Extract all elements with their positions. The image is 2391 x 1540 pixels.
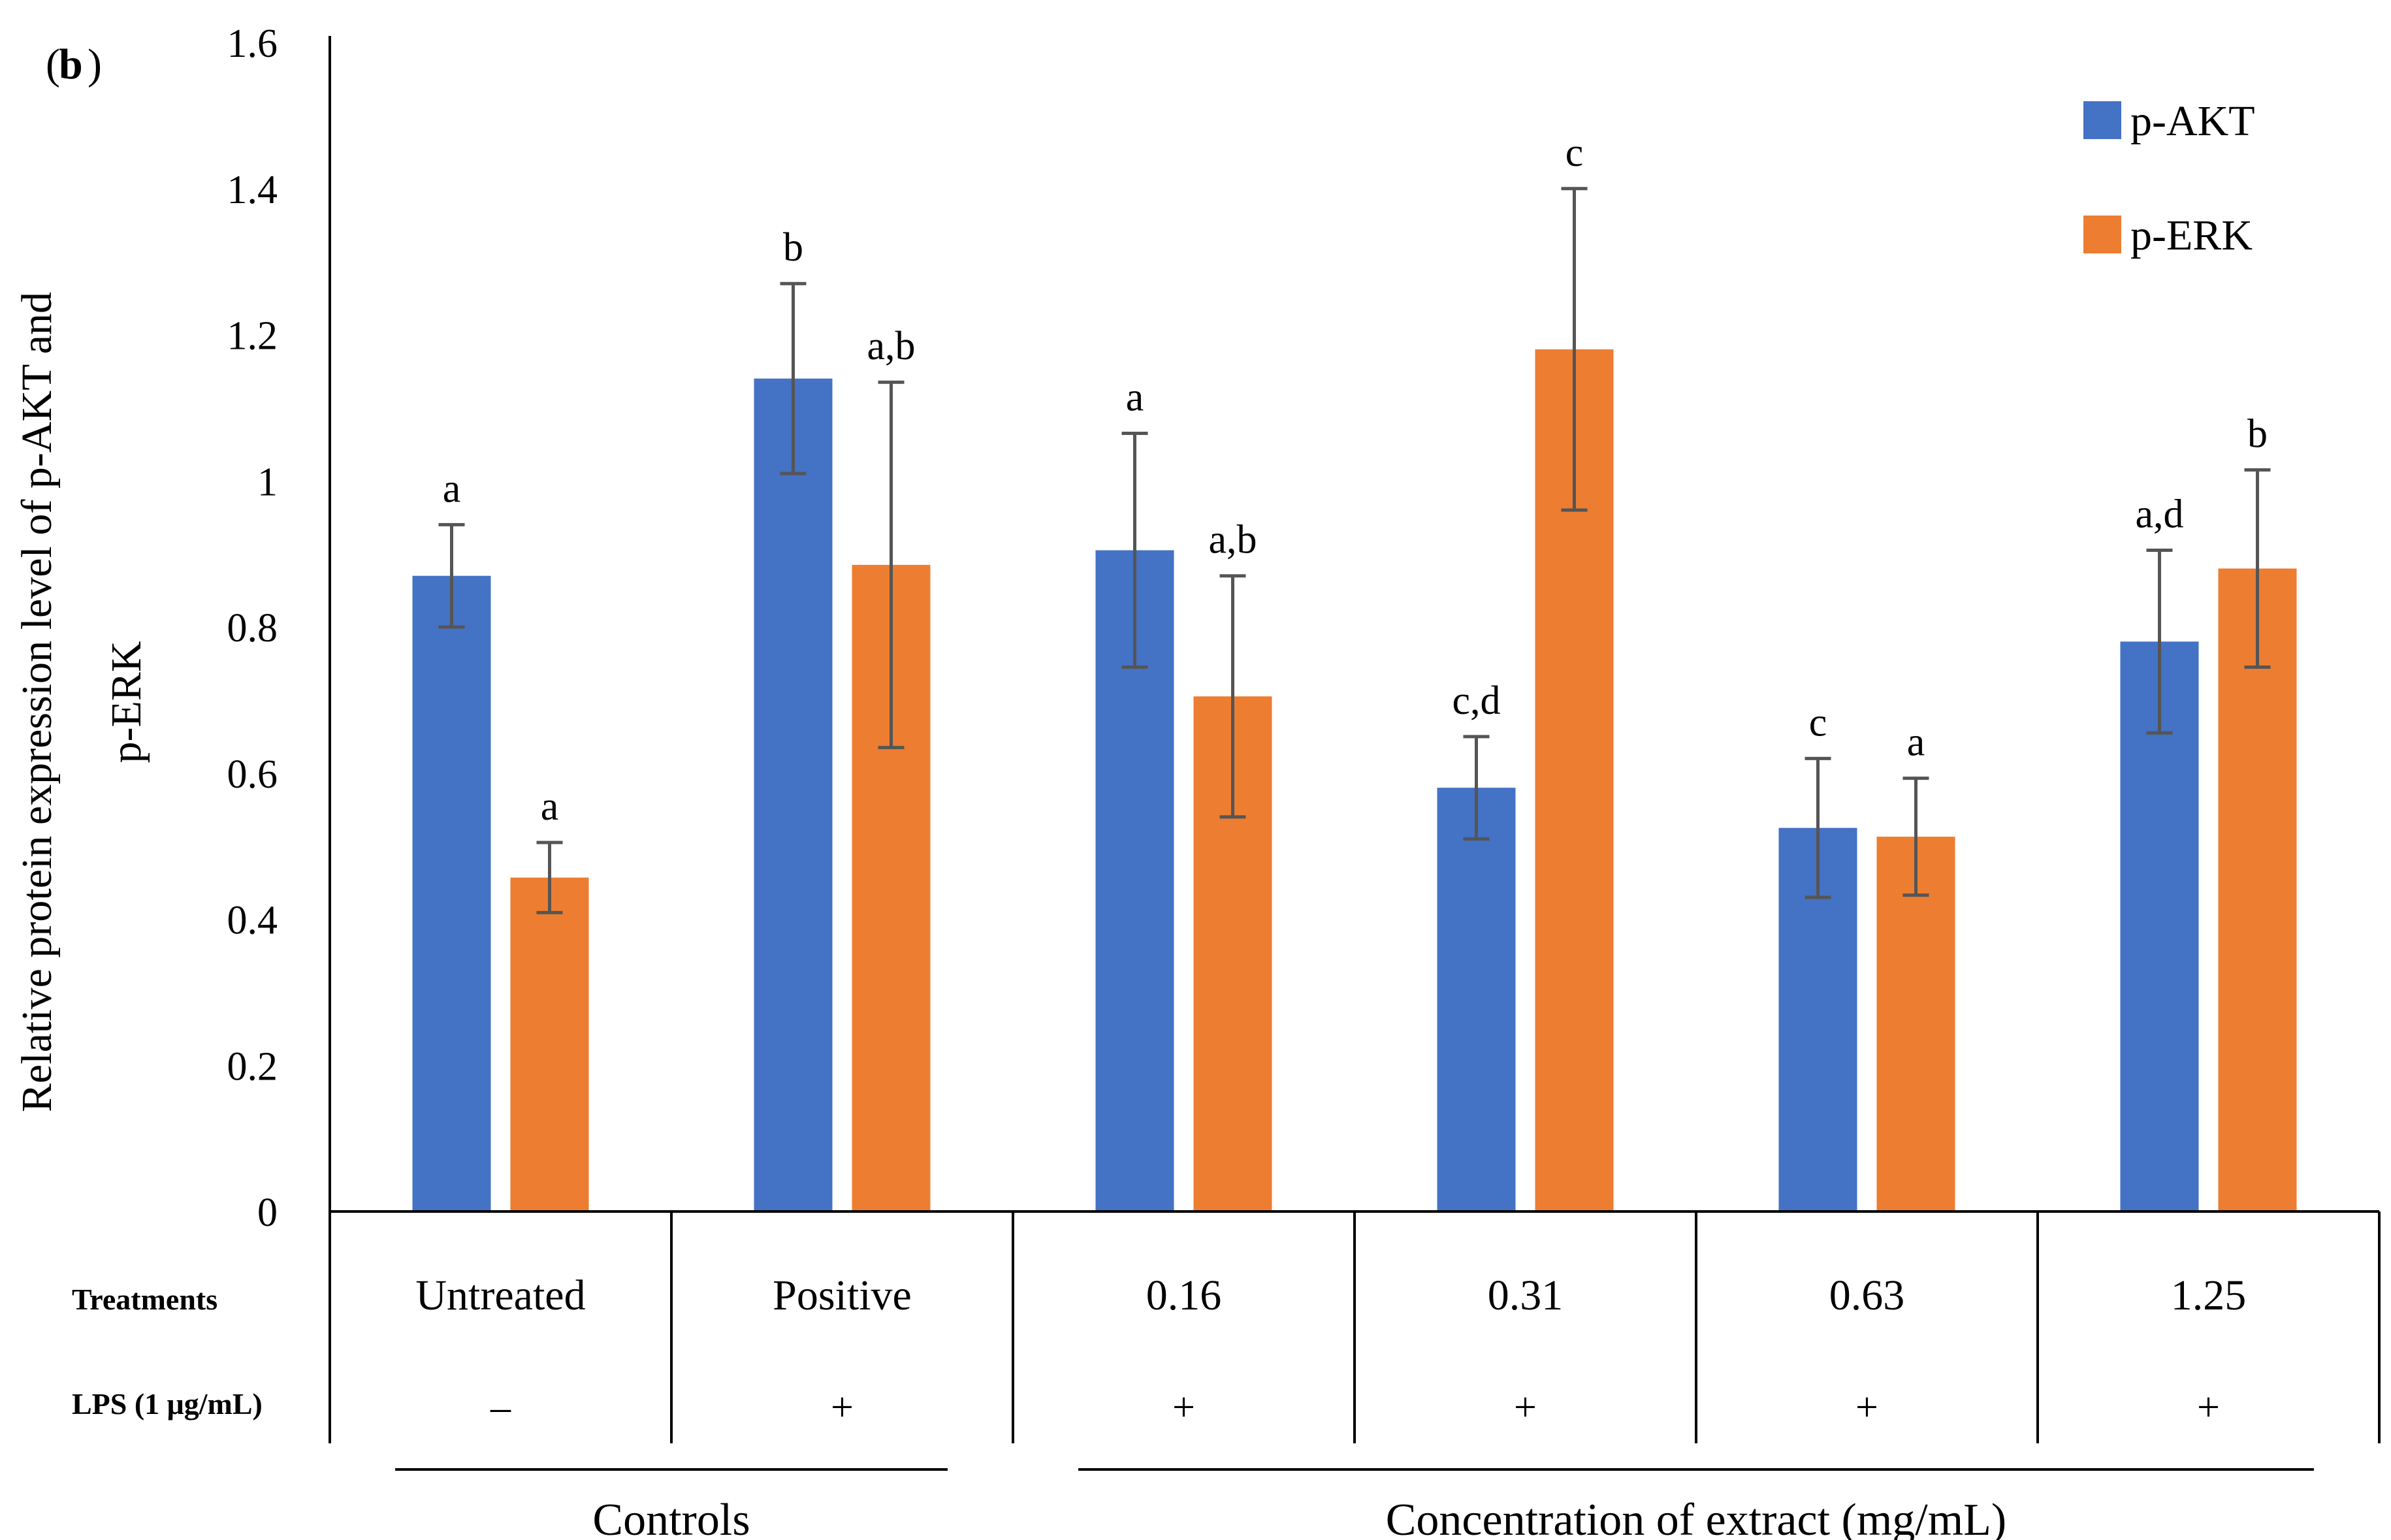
group-brackets: Controls Concentration of extract (mg/mL): [395, 1468, 2314, 1540]
y-tick-label: 1.6: [227, 22, 278, 66]
lps-cell: +: [1514, 1385, 1537, 1430]
significance-label: c: [1809, 700, 1827, 745]
panel-label: b: [59, 40, 83, 88]
y-axis-title: Relative protein expression level of p-A…: [13, 292, 150, 1112]
bar-p-akt-1: [754, 378, 833, 1211]
y-axis-ticks: 0 0.2 0.4 0.6 0.8 1 1.2 1.4 1.6: [227, 22, 331, 1235]
bar-p-akt-3: [1437, 788, 1516, 1211]
x-category-label: 0.63: [1829, 1272, 1905, 1319]
treatment-table: Treatments LPS (1 μg/mL) Untreated – Positiv…: [72, 1210, 2381, 1443]
y-tick-label: 0: [257, 1191, 278, 1235]
y-tick-label: 0.6: [227, 752, 278, 797]
group-label: Controls: [592, 1495, 750, 1540]
bars: [412, 349, 2297, 1211]
group-label: Concentration of extract (mg/mL): [1386, 1495, 2007, 1540]
y-tick-label: 1.4: [227, 168, 278, 212]
x-category-label: Positive: [773, 1272, 912, 1319]
significance-label: a,b: [1208, 518, 1257, 562]
legend-label-p-erk: p-ERK: [2130, 212, 2253, 259]
significance-label: a,b: [867, 324, 915, 368]
lps-cell: +: [1172, 1385, 1195, 1430]
bar-p-akt-5: [2120, 641, 2199, 1211]
significance-labels: a a b a,b a a,b c,d c c a a,d b: [443, 131, 2268, 829]
x-category-label: 1.25: [2171, 1272, 2247, 1319]
lps-cell: +: [1855, 1385, 1878, 1430]
lps-cell: +: [831, 1385, 854, 1430]
panel-label-close: ): [88, 40, 102, 88]
significance-label: b: [783, 225, 803, 270]
significance-label: c,d: [1452, 679, 1500, 723]
panel-label-open: (: [46, 40, 60, 88]
x-category-label: Untreated: [415, 1272, 585, 1319]
y-axis-title-line1: Relative protein expression level of p-A…: [13, 292, 61, 1112]
significance-label: a: [443, 466, 461, 511]
legend-swatch-p-akt: [2083, 101, 2121, 139]
significance-label: a: [1126, 376, 1144, 420]
legend-swatch-p-erk: [2083, 216, 2121, 253]
bar-p-erk-4: [1876, 837, 1955, 1211]
significance-label: c: [1565, 131, 1584, 175]
lps-cell: –: [490, 1385, 511, 1430]
y-tick-label: 1: [257, 460, 278, 504]
error-bars: [438, 187, 2271, 914]
legend: p-AKT p-ERK: [2083, 97, 2255, 259]
y-tick-label: 1.2: [227, 314, 278, 359]
table-row-label-lps: LPS (1 μg/mL): [72, 1387, 263, 1420]
x-category-label: 0.16: [1146, 1272, 1222, 1319]
table-row-label-treatments: Treatments: [72, 1283, 217, 1316]
significance-label: a: [1907, 720, 1925, 765]
bar-p-erk-0: [510, 877, 589, 1211]
y-tick-label: 0.8: [227, 606, 278, 650]
y-tick-label: 0.4: [227, 899, 278, 943]
lps-cell: +: [2197, 1385, 2220, 1430]
significance-label: a,d: [2135, 492, 2183, 537]
significance-label: a: [541, 784, 559, 829]
y-axis-title-line2: p-ERK: [103, 641, 150, 763]
bar-p-akt-0: [412, 575, 491, 1211]
y-tick-label: 0.2: [227, 1044, 278, 1089]
legend-label-p-akt: p-AKT: [2130, 97, 2255, 145]
bar-p-erk-5: [2218, 568, 2297, 1211]
x-category-label: 0.31: [1488, 1272, 1564, 1319]
significance-label: b: [2247, 411, 2268, 456]
